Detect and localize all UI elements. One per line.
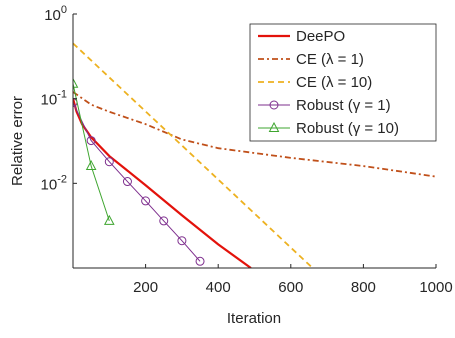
marker: [269, 100, 279, 110]
marker: [104, 157, 114, 167]
legend-label: CE (λ = 10): [296, 74, 372, 91]
marker: [122, 177, 132, 187]
marker: [141, 196, 151, 206]
y-tick-label: 100: [44, 4, 67, 24]
y-axis-label: Relative error: [9, 96, 26, 186]
x-tick-label: 600: [278, 279, 303, 296]
x-tick-label: 200: [133, 279, 158, 296]
marker: [195, 256, 205, 266]
x-tick-label: 400: [206, 279, 231, 296]
series-line: [73, 98, 252, 268]
marker: [159, 216, 169, 226]
legend-label: Robust (γ = 10): [296, 120, 399, 137]
marker: [73, 77, 79, 88]
x-tick-label: 1000: [419, 279, 452, 296]
y-tick-label: 10-1: [41, 89, 67, 109]
legend-label: Robust (γ = 1): [296, 97, 391, 114]
marker: [177, 236, 187, 246]
marker: [103, 214, 115, 225]
marker: [268, 121, 280, 132]
marker: [86, 136, 96, 146]
series-line: [73, 91, 436, 178]
y-tick-label: 10-2: [41, 173, 67, 193]
legend-label: CE (λ = 1): [296, 51, 364, 68]
series-line: [73, 83, 110, 222]
series-line: [73, 42, 314, 268]
legend-label: DeePO: [296, 28, 345, 45]
x-tick-label: 800: [351, 279, 376, 296]
x-axis-label: Iteration: [227, 310, 281, 327]
lines: [73, 42, 436, 268]
marker: [85, 159, 97, 171]
